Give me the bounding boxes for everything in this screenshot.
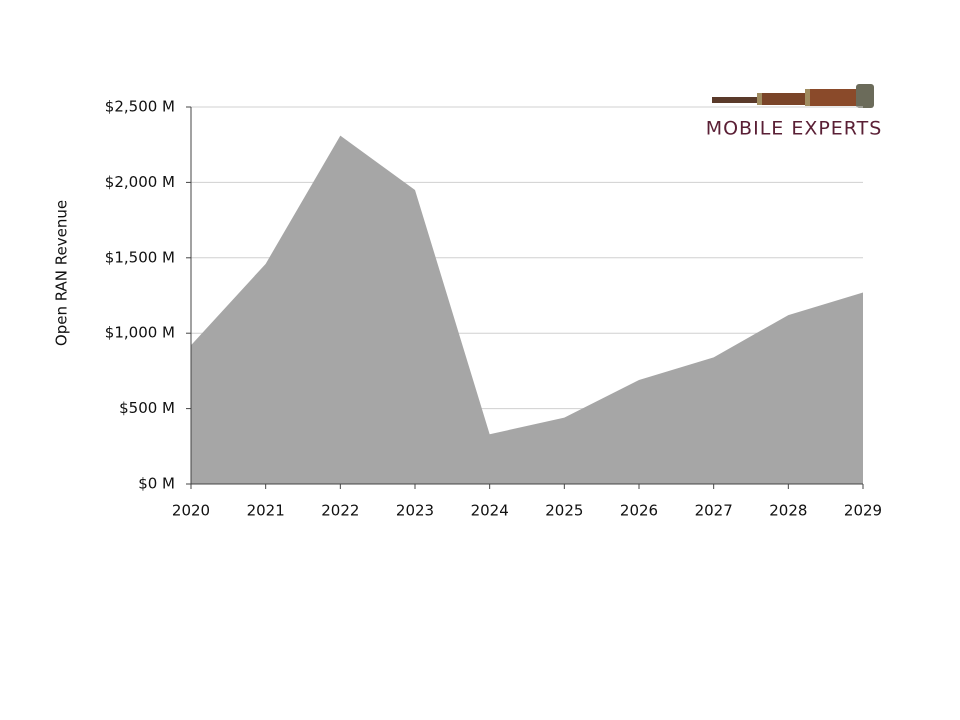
area [191,135,863,485]
x-tick-label: 2023 [396,502,434,520]
y-tick-label: $0 M [138,475,175,493]
x-tick-label: 2021 [247,502,285,520]
x-tick-label: 2024 [471,502,509,520]
y-tick-label: $1,500 M [105,248,175,266]
y-tick-label: $2,500 M [105,98,175,116]
x-tick-label: 2029 [844,502,882,520]
y-tick-label: $2,000 M [105,173,175,191]
x-tick-label: 2027 [695,502,733,520]
y-tick-label: $1,000 M [105,324,175,342]
x-tick-label: 2022 [321,502,359,520]
y-tick-label: $500 M [119,399,175,417]
logo-icon [712,84,874,108]
x-tick-label: 2025 [545,502,583,520]
x-tick-label: 2020 [172,502,210,520]
logo-text: MOBILE EXPERTS [706,118,883,140]
y-axis-label: Open RAN Revenue [53,200,71,346]
x-tick-label: 2028 [769,502,807,520]
x-tick-label: 2026 [620,502,658,520]
